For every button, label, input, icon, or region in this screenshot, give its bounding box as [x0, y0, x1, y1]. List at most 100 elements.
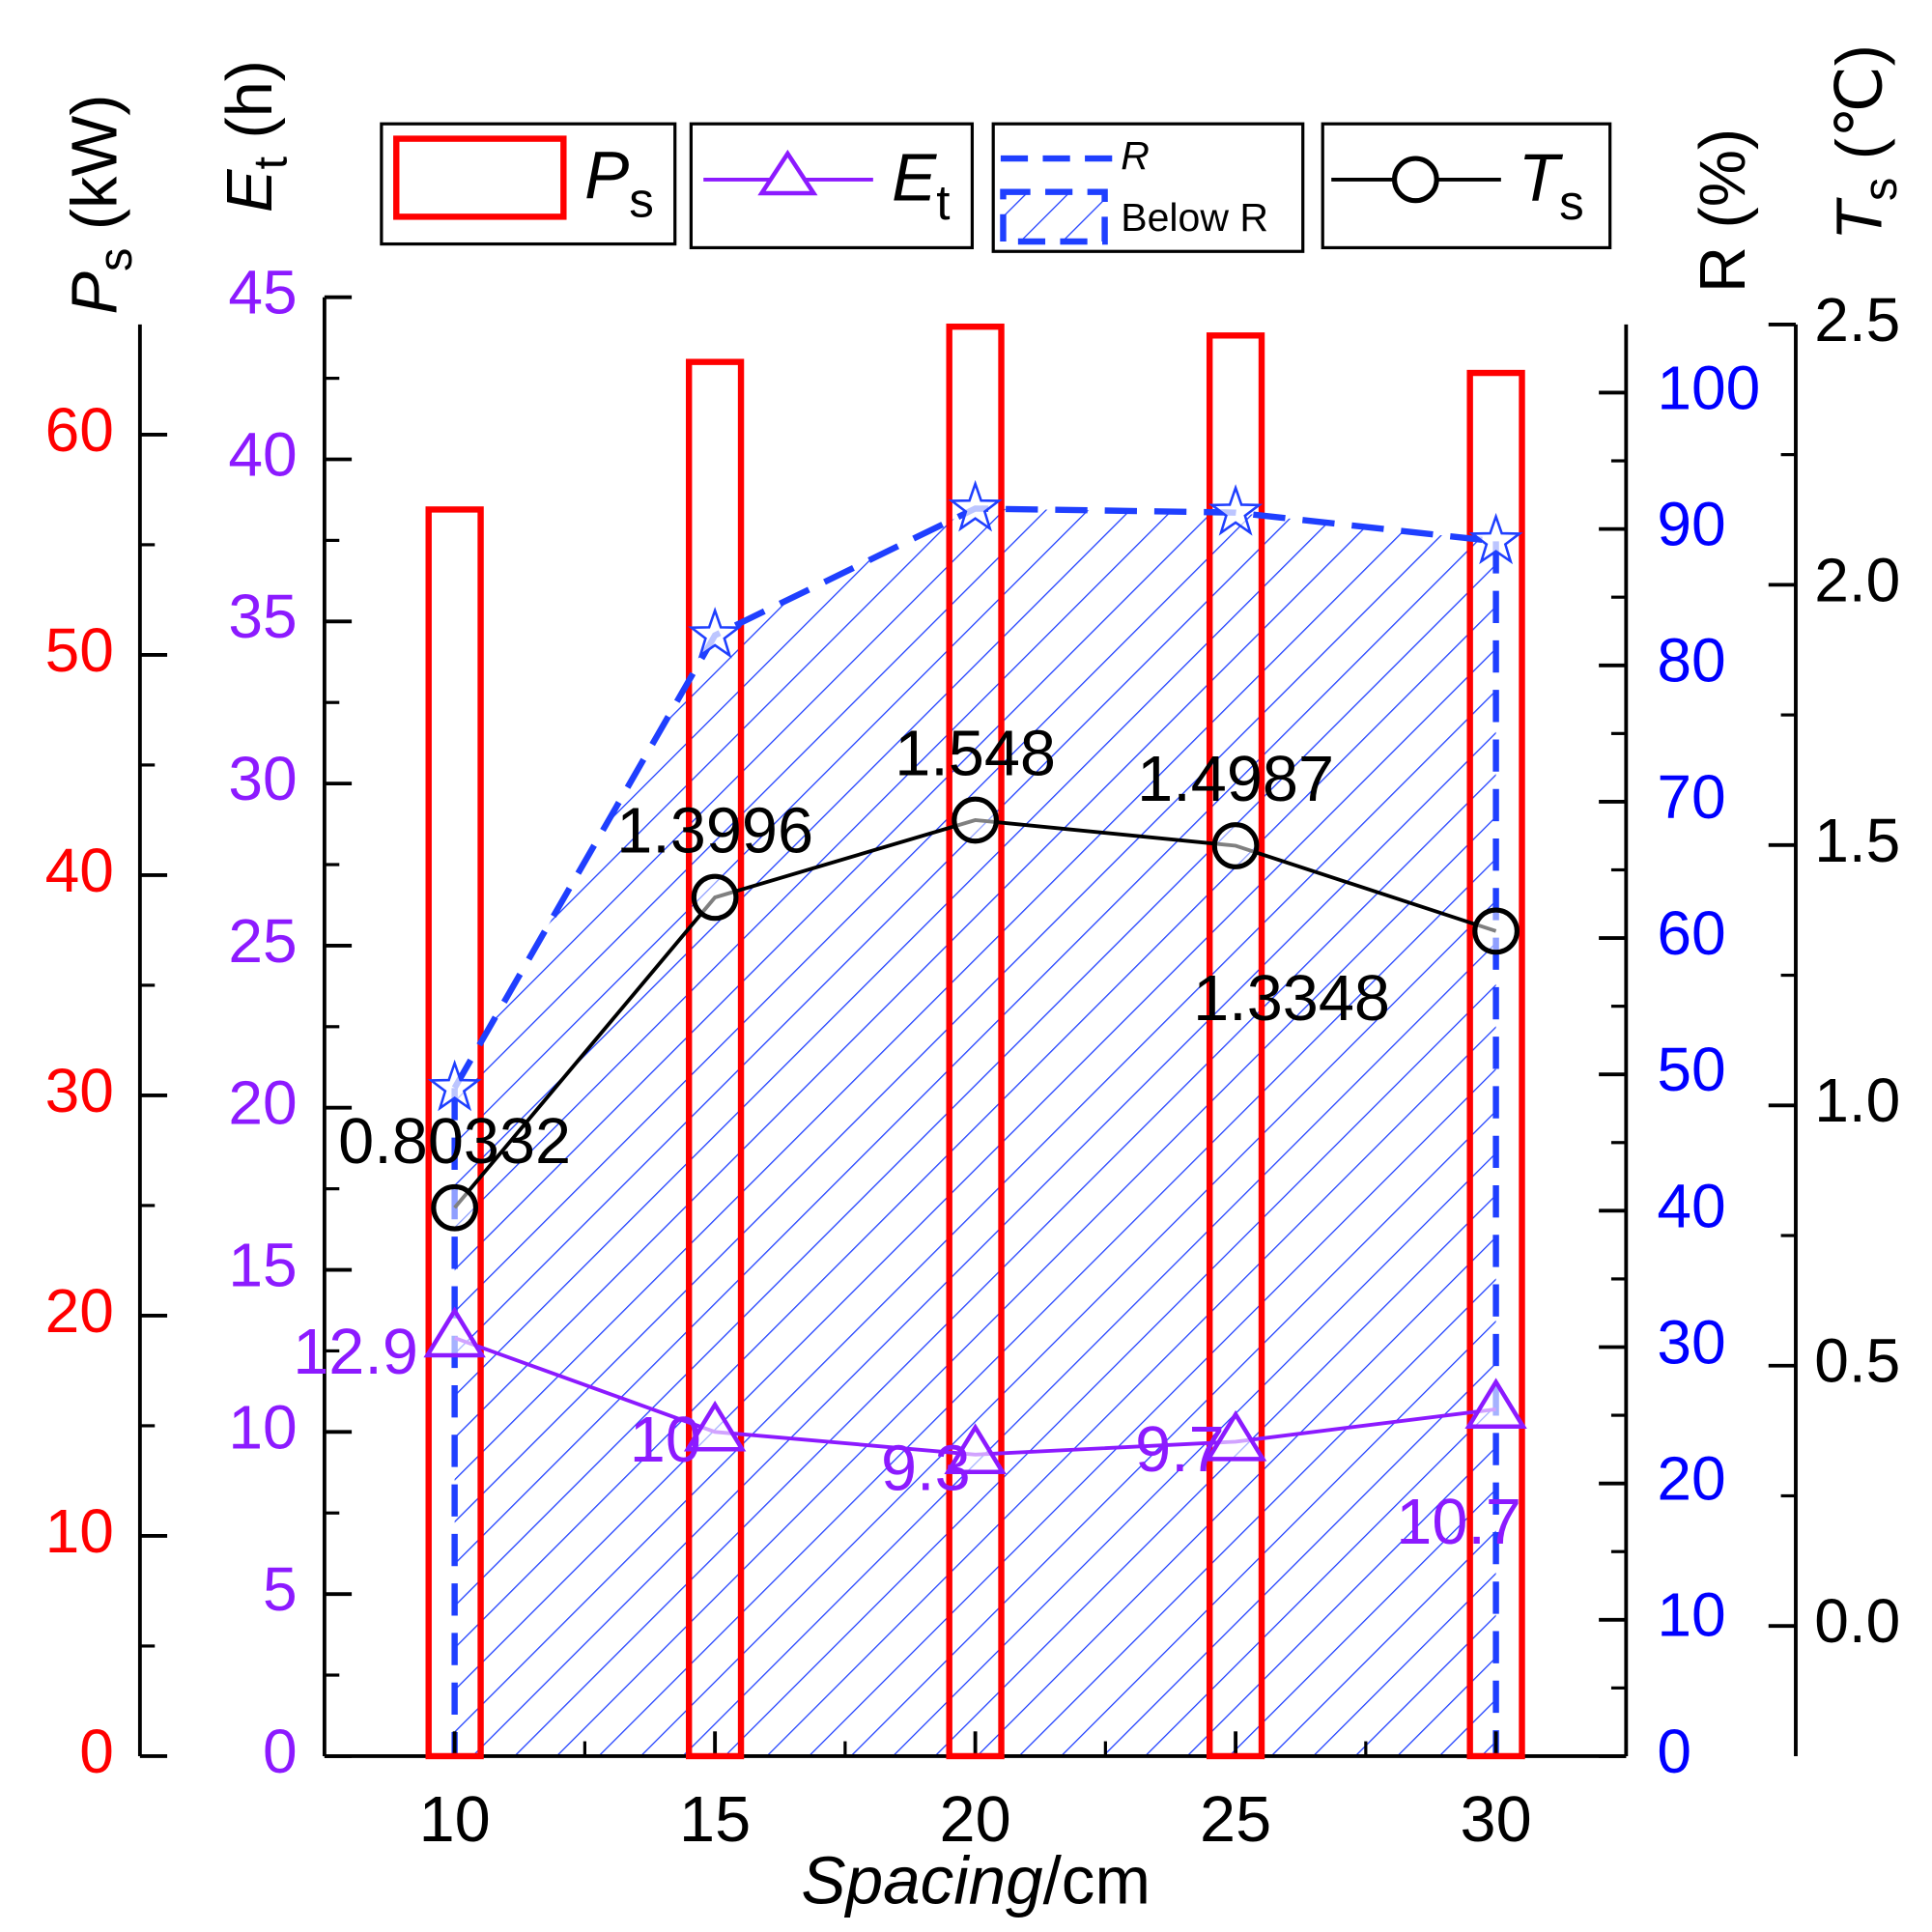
- y-tick-label: 10: [45, 1496, 114, 1566]
- axis-title-sub: s: [90, 248, 142, 271]
- y-axis-title: Ps (kW): [59, 95, 142, 315]
- legend-label: Ts: [1519, 140, 1584, 229]
- legend-label: R: [1121, 133, 1150, 178]
- y-tick-label: 25: [228, 906, 297, 976]
- legend-label-sub: t: [936, 174, 950, 229]
- y-tick-label: 2.5: [1814, 285, 1900, 355]
- y-tick-label: 0: [263, 1717, 298, 1786]
- main-layer: 0 10 20 30 40 50 60 0 5 10 15 20 25 30 35 40 45 0 10 20 30 40…: [45, 258, 1901, 1856]
- axis-title-main: T: [1824, 197, 1895, 241]
- y-tick-label: 90: [1657, 490, 1725, 559]
- y3-axis-title: R (%): [1688, 128, 1759, 293]
- y-tick-label: 30: [45, 1056, 114, 1125]
- y-tick-label: 80: [1657, 626, 1725, 696]
- y-tick-label: 40: [228, 419, 297, 489]
- x-tick-label: 30: [1461, 1784, 1532, 1856]
- y-tick-label: 10: [1657, 1580, 1725, 1650]
- y-tick-label: 60: [1657, 898, 1725, 968]
- legend-box: [689, 122, 975, 250]
- legend-label-main: T: [1519, 140, 1564, 215]
- area-layer: [451, 508, 1499, 1756]
- legend-box: [380, 122, 677, 246]
- y-tick-label: 1.5: [1814, 806, 1900, 875]
- x-tick-label: 15: [679, 1784, 751, 1856]
- y4-axis-title: Ts (℃): [1824, 44, 1907, 241]
- y-tick-label: 100: [1657, 353, 1760, 422]
- point: [1211, 822, 1260, 869]
- bar: [425, 506, 484, 1760]
- legend-box: [1321, 122, 1612, 250]
- point: [427, 1059, 482, 1112]
- x-tick-label: 10: [419, 1784, 491, 1856]
- point: [691, 873, 739, 922]
- y-tick-label: 30: [228, 744, 297, 813]
- legend-label-main: P: [584, 137, 629, 213]
- legend-marker: [1392, 156, 1439, 204]
- y-tick-label: 50: [1657, 1035, 1725, 1104]
- point: [683, 1400, 747, 1452]
- point: [948, 479, 1003, 532]
- data-label: 12.9: [293, 1317, 418, 1388]
- point: [1468, 512, 1523, 565]
- data-label: 9.3: [881, 1434, 971, 1505]
- legend-swatch: [393, 135, 567, 220]
- legend-swatch: [1000, 188, 1108, 245]
- point: [1464, 1378, 1527, 1430]
- data-label: 10.7: [1396, 1487, 1521, 1558]
- data-label: 1.548: [895, 718, 1056, 789]
- bar: [685, 358, 745, 1760]
- bar: [1466, 369, 1525, 1760]
- y-tick-label: 0: [1657, 1717, 1691, 1786]
- legend-marker: [757, 149, 818, 196]
- point: [688, 607, 743, 659]
- axis-title-sub: s: [1855, 178, 1907, 201]
- x-tick-label: 20: [940, 1784, 1011, 1856]
- y-tick-label: 70: [1657, 762, 1725, 832]
- axis-title-main: Spacing: [801, 1843, 1042, 1918]
- y-tick-label: 1.0: [1814, 1065, 1900, 1135]
- y-tick-label: 20: [45, 1276, 114, 1346]
- point: [952, 796, 999, 844]
- y-tick-label: 45: [228, 258, 297, 327]
- area: [454, 508, 1496, 1756]
- data-label: 9.7: [1135, 1414, 1225, 1486]
- legend-box: [991, 122, 1305, 253]
- y-tick-label: 0.5: [1814, 1326, 1900, 1396]
- data-label: 0.80332: [338, 1106, 571, 1178]
- x-tick-label: 25: [1200, 1784, 1271, 1856]
- point: [423, 1306, 486, 1358]
- legend-label-sub: s: [629, 172, 654, 227]
- bar: [946, 323, 1005, 1760]
- point: [1472, 907, 1520, 955]
- axis-title-main: E: [213, 168, 285, 213]
- x-axis-title: Spacing/cm: [801, 1843, 1151, 1918]
- axis-title-main: P: [59, 271, 130, 315]
- y-tick-label: 50: [45, 615, 114, 685]
- y2-axis-title: Et (h): [213, 60, 297, 213]
- y-tick-label: 0: [79, 1717, 114, 1786]
- y-tick-label: 2.0: [1814, 545, 1900, 614]
- y-tick-label: 5: [263, 1554, 298, 1624]
- data-label: 1.4987: [1137, 744, 1334, 815]
- point: [944, 1423, 1007, 1475]
- y-tick-label: 10: [228, 1392, 297, 1462]
- data-label: 1.3996: [616, 795, 813, 867]
- axis-title-unit: (kW): [59, 95, 130, 248]
- y-tick-label: 30: [1657, 1307, 1725, 1377]
- y-tick-label: 60: [45, 395, 114, 465]
- point: [431, 1183, 479, 1232]
- legend-label-sub: s: [1559, 174, 1584, 229]
- y-tick-label: 0.0: [1814, 1586, 1900, 1656]
- bar: [1206, 332, 1265, 1760]
- axis-title-sub: t: [244, 156, 297, 170]
- y-tick-label: 40: [1657, 1171, 1725, 1240]
- y-tick-label: 35: [228, 582, 297, 651]
- data-label: 1.3348: [1193, 963, 1390, 1035]
- data-label: 10: [630, 1405, 701, 1476]
- legend-label: Et: [892, 140, 950, 229]
- axis-title-unit: (h): [213, 60, 285, 156]
- y-tick-label: 40: [45, 836, 114, 905]
- y-tick-label: 15: [228, 1230, 297, 1299]
- axis-title-unit: (℃): [1824, 44, 1895, 178]
